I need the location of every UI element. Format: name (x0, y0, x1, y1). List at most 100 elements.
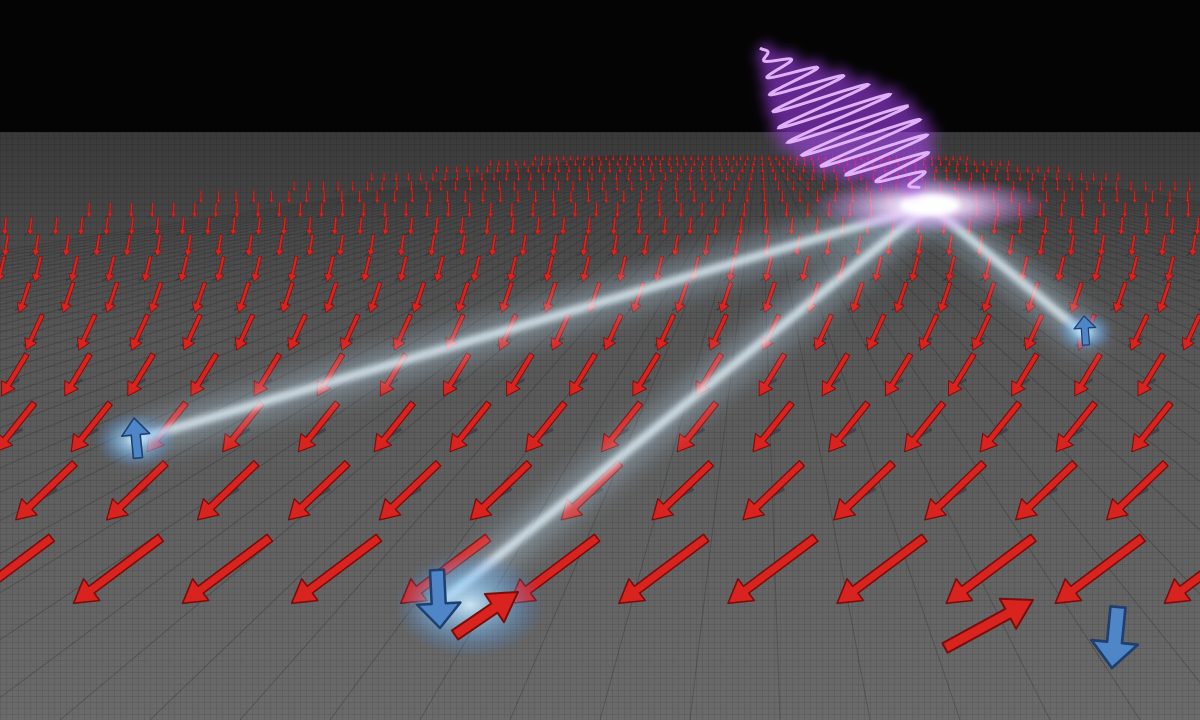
red-arrow-icon (618, 155, 623, 161)
red-arrow-icon (516, 172, 521, 182)
grid-line (0, 155, 614, 255)
red-arrow-icon (884, 352, 914, 397)
red-arrow-icon (506, 352, 535, 397)
red-arrow-icon (688, 180, 693, 192)
red-arrow-icon (743, 160, 748, 167)
red-arrow-icon (356, 216, 364, 236)
red-arrow-icon (397, 234, 406, 257)
red-arrow-icon (660, 155, 665, 161)
red-arrow-icon (566, 165, 572, 174)
red-arrow-icon (32, 234, 41, 257)
red-arrow-icon (541, 180, 546, 192)
red-arrow-icon (104, 281, 120, 313)
red-arrow-icon (797, 190, 803, 204)
red-arrow-icon (191, 202, 198, 218)
red-arrow-icon (582, 155, 587, 161)
red-arrow-icon (736, 172, 741, 182)
red-arrow-icon (726, 160, 731, 167)
red-arrow-icon (615, 180, 620, 192)
red-arrow-icon (745, 155, 750, 161)
red-arrow-icon (781, 165, 786, 174)
red-arrow-icon (367, 281, 383, 313)
red-arrow-icon (747, 180, 752, 192)
red-arrow-icon (572, 202, 578, 218)
red-arrow-icon (458, 234, 467, 257)
red-arrow-icon (761, 172, 766, 182)
red-arrow-icon (945, 533, 1037, 605)
red-arrow-icon (198, 190, 204, 204)
red-arrow-icon (1070, 180, 1075, 192)
red-arrow-icon (70, 400, 113, 453)
red-arrow-icon (336, 180, 341, 192)
red-arrow-icon (1131, 400, 1174, 453)
red-arrow-icon (626, 172, 631, 182)
red-arrow-icon (761, 180, 766, 192)
red-arrow-icon (1117, 216, 1125, 236)
red-arrow-icon (565, 172, 570, 182)
red-arrow-icon (522, 160, 527, 167)
red-arrow-icon (1079, 202, 1086, 218)
red-arrow-icon (432, 216, 440, 236)
red-arrow-icon (689, 165, 694, 174)
grid-line (0, 155, 729, 699)
red-arrow-icon (543, 255, 555, 282)
red-arrow-icon (964, 160, 969, 167)
red-arrow-icon (141, 255, 153, 282)
red-arrow-icon (794, 160, 799, 167)
red-arrow-icon (958, 155, 963, 161)
red-arrow-icon (712, 216, 719, 236)
red-arrow-icon (947, 160, 952, 167)
red-arrow-icon (581, 160, 586, 167)
red-arrow-icon (541, 172, 546, 182)
red-arrow-icon (1143, 202, 1149, 218)
red-arrow-icon (547, 160, 552, 167)
red-arrow-icon (740, 165, 745, 174)
red-arrow-icon (679, 165, 684, 174)
grid-line (0, 155, 722, 594)
red-arrow-icon (1099, 180, 1104, 192)
red-arrow-icon (569, 352, 598, 397)
red-arrow-icon (734, 160, 739, 167)
red-arrow-icon (730, 165, 735, 174)
red-arrow-icon (822, 172, 827, 182)
red-arrow-icon (235, 281, 251, 313)
red-arrow-icon (717, 180, 722, 192)
red-arrow-icon (406, 172, 411, 182)
red-arrow-icon (462, 190, 468, 204)
red-arrow-icon (783, 202, 790, 218)
red-arrow-icon (149, 202, 156, 218)
red-arrow-icon (15, 460, 78, 521)
red-arrow-icon (1092, 216, 1100, 236)
red-arrow-icon (930, 160, 935, 167)
red-arrow-icon (1005, 172, 1010, 182)
red-arrow-icon (590, 160, 595, 167)
red-arrow-icon (993, 172, 998, 182)
red-arrow-icon (533, 155, 538, 161)
red-arrow-icon (292, 180, 297, 192)
red-arrow-icon (1074, 352, 1103, 397)
red-arrow-icon (779, 190, 785, 204)
red-arrow-icon (1164, 202, 1170, 218)
red-arrow-icon (954, 165, 959, 174)
red-arrow-icon (621, 190, 627, 204)
red-arrow-icon (1036, 234, 1045, 257)
red-arrow-icon (727, 533, 819, 605)
red-arrow-icon (738, 155, 743, 161)
red-arrow-icon (741, 202, 748, 218)
red-arrow-icon (834, 172, 839, 182)
grid-line (0, 155, 671, 333)
red-arrow-icon (530, 160, 535, 167)
red-arrow-icon (944, 165, 949, 174)
red-arrow-icon (378, 460, 442, 521)
red-arrow-icon (1054, 255, 1066, 282)
red-arrow-icon (981, 172, 986, 182)
red-arrow-icon (339, 190, 345, 204)
grid-line (0, 155, 689, 384)
grid-line (843, 155, 1200, 257)
red-arrow-icon (339, 202, 346, 218)
red-arrow-icon (508, 202, 515, 218)
red-arrow-icon (719, 165, 724, 174)
grid-line (0, 155, 661, 312)
grid-line (0, 155, 718, 555)
red-arrow-icon (804, 202, 811, 218)
